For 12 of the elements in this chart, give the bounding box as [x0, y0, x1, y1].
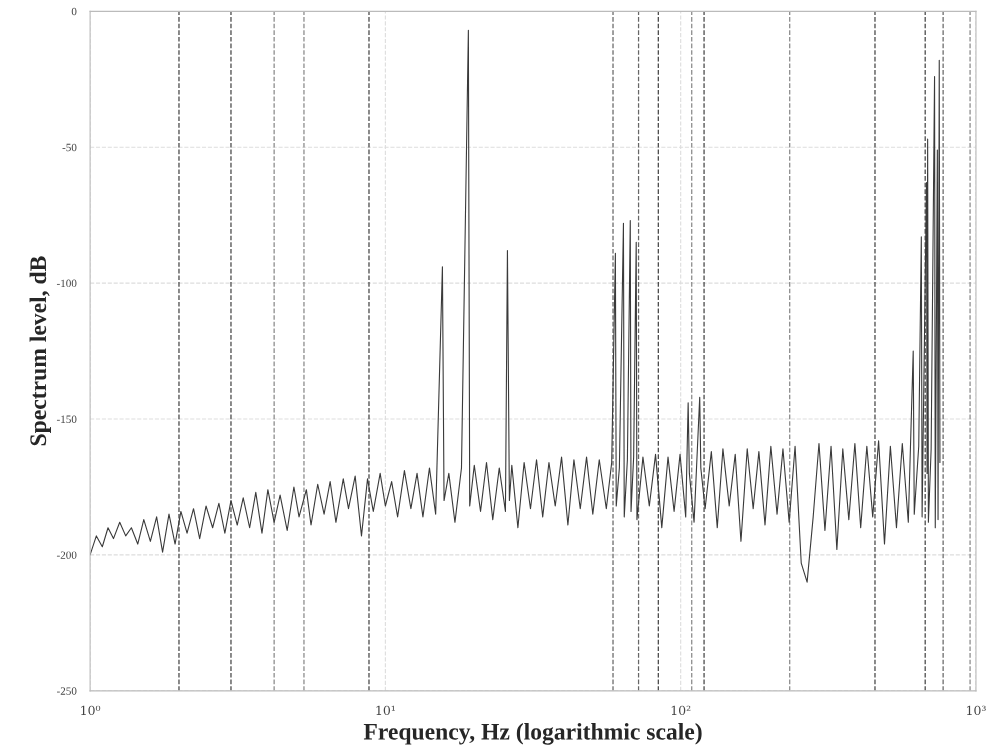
y-tick-label: -100 [56, 279, 77, 288]
y-axis-title: Spectrum level, dB [29, 256, 51, 446]
x-tick-label: 10³ [967, 705, 986, 716]
x-tick-label: 10⁰ [81, 705, 101, 716]
x-tick-label: 10² [671, 705, 691, 716]
x-axis-title: Frequency, Hz (logarithmic scale) [363, 723, 702, 745]
y-tick-label: -200 [56, 551, 77, 559]
y-tick-label: 0 [71, 7, 77, 16]
y-tick-label: -150 [56, 415, 77, 423]
y-tick-label: -250 [56, 687, 77, 695]
x-tick-label: 10¹ [376, 705, 395, 716]
y-tick-label: -50 [62, 143, 77, 152]
